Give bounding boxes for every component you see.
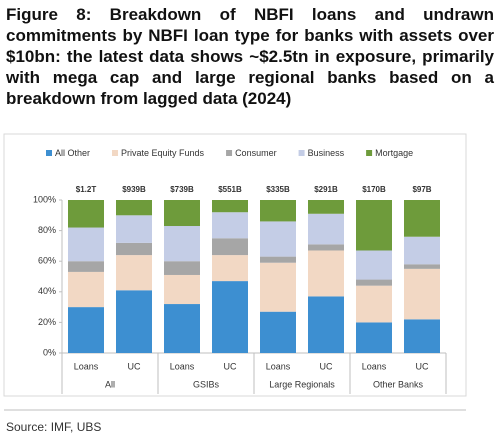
legend-swatch (298, 150, 305, 156)
bar-segment (164, 304, 200, 353)
bar-segment (116, 200, 152, 216)
y-tick-label: 40% (38, 286, 56, 296)
x-tick-label: Loans (362, 361, 387, 371)
bar-segment (308, 296, 344, 353)
bar-segment (260, 256, 296, 263)
x-tick-label: UC (128, 361, 141, 371)
bar-segment (68, 261, 104, 272)
legend-swatch (46, 150, 52, 156)
legend-label: Business (308, 148, 345, 158)
group-label: Other Banks (373, 379, 424, 389)
bar-segment (356, 250, 392, 280)
bar-total: $170B (362, 185, 386, 194)
x-tick-label: Loans (170, 361, 195, 371)
bar-segment (164, 274, 200, 305)
legend-label: Mortgage (375, 148, 413, 158)
bar-segment (260, 311, 296, 353)
bar-segment (404, 264, 440, 269)
bar-segment (116, 215, 152, 243)
legend-swatch (112, 150, 119, 156)
bar-segment (308, 250, 344, 297)
chart-frame (3, 133, 467, 397)
bar-total: $939B (122, 185, 146, 194)
bar-segment (404, 236, 440, 265)
y-tick-label: 100% (33, 194, 56, 204)
legend-label: Consumer (235, 148, 277, 158)
y-tick-label: 60% (38, 256, 56, 266)
bar-segment (68, 271, 104, 308)
x-tick-label: UC (320, 361, 333, 371)
bar-segment (164, 226, 200, 262)
legend-label: Private Equity Funds (121, 148, 205, 158)
group-label: GSIBs (193, 379, 220, 389)
bar-segment (308, 244, 344, 251)
bar-segment (116, 242, 152, 256)
group-label: Large Regionals (269, 379, 335, 389)
bar-segment (212, 200, 248, 213)
y-tick-label: 0% (43, 347, 56, 357)
chart-title: Figure 8: Breakdown of NBFI loans and un… (6, 5, 494, 108)
bar-total: $551B (218, 185, 242, 194)
bar-segment (260, 262, 296, 312)
legend-swatch (226, 150, 233, 156)
bar-segment (308, 213, 344, 245)
x-tick-label: Loans (266, 361, 291, 371)
legend-swatch (366, 150, 373, 156)
bar-segment (356, 322, 392, 353)
bar-segment (212, 212, 248, 239)
bar-segment (212, 255, 248, 282)
bar-segment (164, 261, 200, 275)
bar-segment (116, 255, 152, 291)
bar-total: $291B (314, 185, 338, 194)
bar-total: $335B (266, 185, 290, 194)
bar-segment (164, 200, 200, 227)
bar-segment (68, 200, 104, 228)
x-tick-label: UC (224, 361, 237, 371)
bar-segment (356, 200, 392, 251)
bar-segment (68, 307, 104, 353)
bar-segment (308, 200, 344, 214)
bar-segment (404, 268, 440, 320)
bar-segment (116, 290, 152, 353)
bar-segment (260, 200, 296, 222)
bar-segment (68, 227, 104, 262)
x-tick-label: Loans (74, 361, 99, 371)
source: Source: IMF, UBS (6, 420, 102, 434)
x-tick-label: UC (416, 361, 429, 371)
bar-total: $1.2T (76, 185, 97, 194)
group-label: All (105, 379, 115, 389)
bar-segment (356, 279, 392, 286)
bar-segment (356, 285, 392, 323)
y-tick-label: 80% (38, 225, 56, 235)
bar-segment (404, 319, 440, 353)
bar-segment (404, 200, 440, 237)
bar-segment (212, 281, 248, 353)
y-tick-label: 20% (38, 317, 56, 327)
bar-total: $97B (412, 185, 431, 194)
legend-label: All Other (55, 148, 90, 158)
bar-segment (260, 221, 296, 257)
bar-segment (212, 238, 248, 256)
bar-total: $739B (170, 185, 194, 194)
